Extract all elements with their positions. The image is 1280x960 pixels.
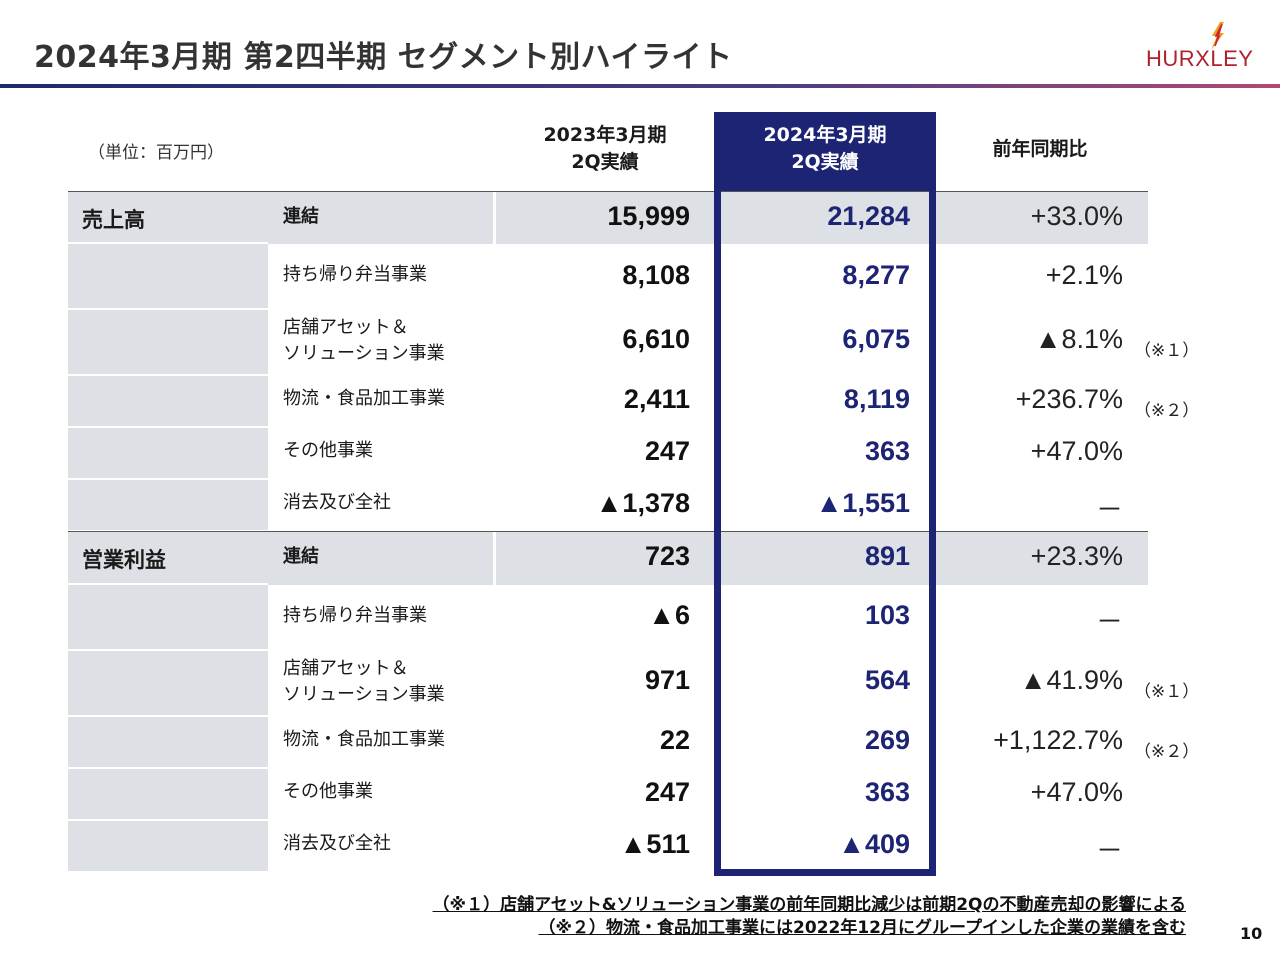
table-row: その他事業 247 363 +47.0% <box>68 769 1148 821</box>
column-header-current: 2024年3月期 2Q実績 <box>720 114 930 192</box>
row-label: 店舗アセット＆ ソリューション事業 <box>283 317 445 364</box>
company-logo: HURXLEY <box>1146 22 1258 72</box>
yoy-value: ▲8.1% <box>1034 324 1123 354</box>
row-label: 物流・食品加工事業 <box>283 729 445 750</box>
prev-value: 6,610 <box>622 324 690 354</box>
prev-value: ▲1,378 <box>595 488 690 518</box>
yoy-value: － <box>1096 607 1123 637</box>
table-row: その他事業 247 363 +47.0% <box>68 428 1148 480</box>
table-row: 持ち帰り弁当事業 8,108 8,277 +2.1% <box>68 244 1148 310</box>
table-row: 店舗アセット＆ ソリューション事業 971 564 ▲41.9% （※１） <box>68 651 1199 717</box>
prev-value: 22 <box>659 725 690 755</box>
prev-value: 8,108 <box>622 260 690 290</box>
note-marker: （※１） <box>1134 682 1200 702</box>
row-label: 店舗アセット＆ ソリューション事業 <box>283 658 445 705</box>
page-number: 10 <box>1240 924 1263 943</box>
current-value: 891 <box>864 541 910 571</box>
yoy-value: +23.3% <box>1030 541 1123 571</box>
current-value: 363 <box>864 436 910 466</box>
lightning-bolt-icon <box>1211 22 1224 50</box>
current-value: 8,277 <box>842 260 910 290</box>
current-value: 103 <box>864 600 910 630</box>
prev-value: ▲6 <box>648 600 690 630</box>
yoy-value: － <box>1096 836 1123 866</box>
row-label: 持ち帰り弁当事業 <box>283 264 427 285</box>
current-value: ▲1,551 <box>815 488 910 518</box>
row-label: 消去及び全社 <box>283 833 391 854</box>
prev-value: 247 <box>644 777 690 807</box>
row-label: 連結 <box>283 206 319 227</box>
current-value: 21,284 <box>827 201 910 231</box>
yoy-value: +47.0% <box>1030 436 1123 466</box>
current-value: 363 <box>864 777 910 807</box>
segment-label-profit: 営業利益 <box>82 548 166 572</box>
row-label: その他事業 <box>283 781 373 802</box>
table-row: 営業利益 連結 723 891 +23.3% <box>68 532 1148 585</box>
table-row: 持ち帰り弁当事業 ▲6 103 － <box>68 585 1148 651</box>
yoy-value: ▲41.9% <box>1019 665 1123 695</box>
unit-label: （単位：百万円） <box>88 143 224 163</box>
prev-value: 971 <box>644 665 690 695</box>
current-value: ▲409 <box>838 829 910 859</box>
yoy-value: － <box>1096 495 1123 525</box>
note-marker: （※１） <box>1134 341 1200 361</box>
title-underline <box>0 84 1280 88</box>
current-value: 8,119 <box>843 384 910 414</box>
row-label: 持ち帰り弁当事業 <box>283 605 427 626</box>
page-title: 2024年3月期 第2四半期 セグメント別ハイライト <box>34 40 733 75</box>
column-header-yoy: 前年同期比 <box>992 138 1088 160</box>
table-section-rule <box>68 531 1148 532</box>
row-label: 連結 <box>283 546 319 567</box>
yoy-value: +33.0% <box>1030 201 1123 231</box>
row-label: 物流・食品加工事業 <box>283 388 445 409</box>
prev-value: 723 <box>644 541 690 571</box>
table-row: 物流・食品加工事業 22 269 +1,122.7% （※２） <box>68 717 1199 769</box>
row-label: その他事業 <box>283 440 373 461</box>
current-value: 564 <box>864 665 910 695</box>
prev-value: 15,999 <box>607 201 690 231</box>
yoy-value: +2.1% <box>1045 260 1123 290</box>
prev-value: 2,411 <box>623 384 690 414</box>
table-top-rule <box>68 191 1148 192</box>
yoy-value: +236.7% <box>1015 384 1123 414</box>
prev-value: 247 <box>644 436 690 466</box>
note-marker: （※２） <box>1134 742 1200 762</box>
yoy-value: +1,122.7% <box>993 725 1123 755</box>
table-row: 物流・食品加工事業 2,411 8,119 +236.7% （※２） <box>68 376 1199 428</box>
current-value: 6,075 <box>842 324 910 354</box>
table-row: 店舗アセット＆ ソリューション事業 6,610 6,075 ▲8.1% （※１） <box>68 310 1199 376</box>
table-row: 売上高 連結 15,999 21,284 +33.0% <box>68 192 1148 244</box>
row-label: 消去及び全社 <box>283 492 391 513</box>
logo-text: HURXLEY <box>1146 46 1254 71</box>
yoy-value: +47.0% <box>1030 777 1123 807</box>
table-row: 消去及び全社 ▲1,378 ▲1,551 － <box>68 480 1148 532</box>
footnote-1: （※１）店舗アセット&ソリューション事業の前年同期比減少は前期2Qの不動産売却の… <box>432 895 1186 915</box>
note-marker: （※２） <box>1134 401 1200 421</box>
current-value: 269 <box>864 725 910 755</box>
segment-label-sales: 売上高 <box>82 208 145 232</box>
prev-value: ▲511 <box>619 829 690 859</box>
footnote-2: （※２）物流・食品加工事業には2022年12月にグループインした企業の業績を含む <box>538 918 1186 938</box>
table-row: 消去及び全社 ▲511 ▲409 － <box>68 821 1148 873</box>
column-header-prev: 2023年3月期 2Q実績 <box>543 124 667 173</box>
